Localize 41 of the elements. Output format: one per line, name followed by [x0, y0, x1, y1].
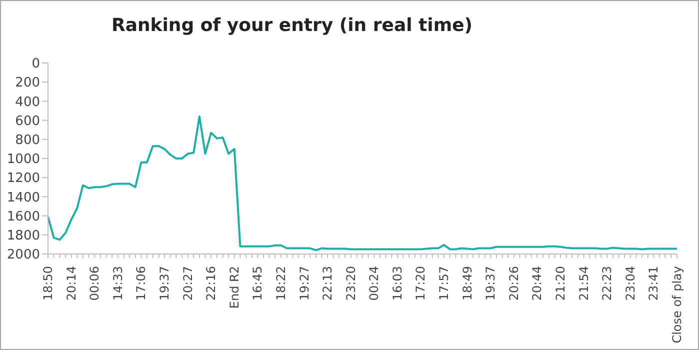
y-tick-label: 400	[15, 94, 40, 110]
x-tick-label: 20:14	[64, 266, 78, 301]
x-tick-label: 20:26	[506, 266, 521, 301]
x-tick-label: 16:45	[250, 266, 265, 301]
x-tick-label: 17:57	[437, 266, 452, 301]
y-tick-label: 600	[15, 114, 40, 129]
x-tick-label: Close of play	[670, 266, 684, 344]
y-tick-label: 1200	[6, 171, 40, 186]
x-tick-label: End R2	[227, 266, 242, 309]
x-tick-label: 00:06	[88, 266, 102, 301]
x-tick-label: 20:44	[530, 266, 544, 301]
y-tick-label: 1000	[6, 152, 40, 168]
x-tick-label: 16:03	[390, 266, 404, 301]
y-tick-label: 1400	[6, 190, 40, 206]
x-tick-label: 18:50	[41, 266, 55, 301]
line-series	[47, 115, 678, 252]
chart-title: Ranking of your entry (in real time)	[110, 15, 474, 36]
x-tick-label: 22:16	[204, 266, 218, 301]
x-tick-label: 23:20	[344, 266, 358, 301]
y-tick-label: 800	[15, 133, 40, 148]
x-tick-label: 19:37	[157, 266, 172, 301]
x-tick-label: 21:54	[576, 266, 591, 301]
y-tick-label: 0	[32, 56, 40, 72]
x-tick-label: 21:20	[554, 266, 568, 301]
y-tick-label: 1800	[6, 228, 40, 244]
x-tick-label: 00:24	[367, 266, 382, 301]
x-tick-label: 22:13	[320, 266, 335, 301]
x-tick-label: 18:22	[274, 266, 288, 301]
x-tick-label: 19:27	[297, 266, 312, 301]
x-tick-label: 18:49	[460, 266, 474, 301]
x-tick-label: 23:04	[623, 266, 638, 301]
x-tick-label: 17:06	[134, 266, 148, 301]
x-tick-label: 23:41	[646, 266, 661, 301]
x-tick-label: 20:27	[180, 266, 195, 301]
x-tick-label: 19:37	[484, 266, 498, 301]
x-tick-label: 14:33	[110, 266, 125, 301]
x-tick-label: 22:23	[600, 266, 614, 301]
y-tick-label: 1600	[6, 209, 40, 224]
y-tick-label: 2000	[6, 248, 40, 263]
x-tick-label: 17:20	[414, 266, 428, 301]
y-tick-label: 200	[15, 76, 40, 91]
